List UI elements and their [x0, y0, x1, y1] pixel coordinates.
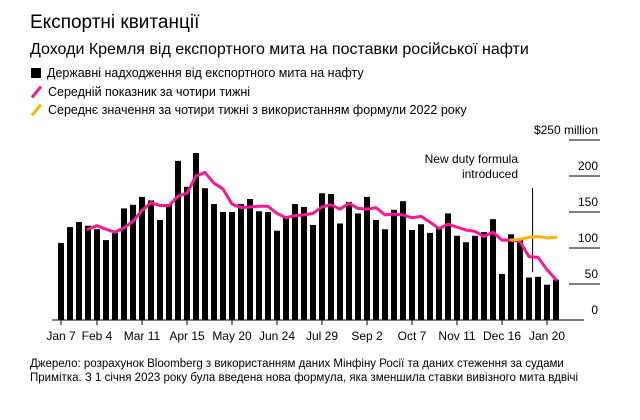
bar — [400, 201, 406, 320]
legend-item-revenue: Державні надходження від експортного мит… — [30, 66, 364, 80]
bar — [373, 219, 379, 320]
y-tick-label: $250 million — [534, 123, 598, 137]
legend-square-icon — [31, 68, 41, 78]
bar — [229, 212, 235, 320]
bar — [391, 209, 397, 320]
bar — [319, 193, 325, 320]
x-tick-label: Oct 7 — [398, 329, 427, 343]
x-tick-label: Jan 7 — [46, 329, 76, 343]
bar — [481, 232, 487, 320]
bar — [553, 279, 559, 320]
annotation-text: introduced — [462, 167, 518, 181]
bar — [508, 234, 514, 320]
bar — [175, 160, 181, 320]
bar — [157, 219, 163, 320]
bar — [193, 152, 199, 320]
bar — [139, 196, 145, 320]
x-tick-label: Dec 16 — [483, 329, 521, 343]
bar — [103, 240, 109, 320]
bar — [184, 186, 190, 320]
four-week-average-line — [86, 170, 558, 282]
x-tick-label: Nov 11 — [438, 329, 475, 343]
x-tick-label: May 20 — [212, 329, 252, 343]
y-tick-label: 50 — [585, 267, 599, 281]
bar — [85, 225, 91, 320]
bar — [517, 240, 523, 320]
legend-label: Середній показник за чотири тижні — [48, 85, 251, 99]
chart-title: Експортні квитанції — [30, 12, 200, 33]
bar — [220, 212, 226, 320]
footnote: Примітка. З 1 січня 2023 року була введе… — [30, 372, 579, 384]
formula-2022-average-line — [509, 234, 558, 242]
bar — [310, 224, 316, 320]
bar — [382, 229, 388, 320]
bar — [427, 232, 433, 320]
bar — [94, 229, 100, 320]
bar — [58, 242, 64, 320]
bar — [337, 223, 343, 320]
bar — [418, 224, 424, 320]
legend-label: Середнє значення за чотири тижні з викор… — [48, 103, 467, 117]
bar — [76, 222, 82, 320]
bar — [409, 230, 415, 320]
bar — [535, 276, 541, 320]
bar — [301, 206, 307, 320]
bar — [292, 204, 298, 320]
y-tick-label: 200 — [578, 159, 598, 173]
bar — [454, 235, 460, 320]
bar — [148, 200, 154, 320]
x-tick-label: Feb 4 — [82, 329, 113, 343]
bar — [346, 201, 352, 320]
x-tick-label: Sep 2 — [351, 329, 383, 343]
bar — [463, 242, 469, 320]
bar — [472, 235, 478, 320]
bar — [490, 219, 496, 320]
bar — [364, 196, 370, 320]
bar — [112, 232, 118, 320]
y-tick-label: 0 — [591, 303, 598, 317]
legend-item-four-week-average: Середній показник за чотири тижні — [30, 85, 250, 99]
annotation-text: New duty formula — [425, 152, 519, 166]
bar — [121, 208, 127, 320]
bar — [211, 204, 217, 320]
x-tick-label: Jul 29 — [306, 329, 338, 343]
bar — [247, 199, 253, 320]
source-note: Джерело: розрахунок Bloomberg з використ… — [30, 358, 564, 370]
x-tick-label: Mar 11 — [124, 329, 161, 343]
x-tick-label: Jan 20 — [529, 329, 565, 343]
bar — [328, 194, 334, 320]
bar — [202, 188, 208, 320]
x-tick-label: Jun 24 — [259, 329, 295, 343]
bar — [526, 277, 532, 320]
bar — [274, 230, 280, 320]
chart-footer: Джерело: розрахунок Bloomberg з використ… — [30, 357, 620, 385]
bar — [544, 284, 550, 320]
bar — [256, 211, 262, 320]
legend-label: Державні надходження від експортного мит… — [47, 66, 364, 80]
bar — [166, 204, 172, 320]
bar — [283, 217, 289, 320]
bar — [355, 213, 361, 320]
y-tick-label: 100 — [578, 231, 598, 245]
bar — [436, 227, 442, 320]
bar — [265, 212, 271, 320]
bar — [238, 204, 244, 320]
bar — [499, 273, 505, 320]
legend-item-2022-formula-average: Середнє значення за чотири тижні з викор… — [30, 103, 467, 117]
bar — [445, 213, 451, 320]
bar — [130, 204, 136, 320]
x-tick-label: Apr 15 — [169, 329, 205, 343]
y-tick-label: 150 — [578, 195, 598, 209]
bar — [67, 227, 73, 320]
chart-subtitle: Доходи Кремля від експортного мита на по… — [30, 41, 529, 58]
